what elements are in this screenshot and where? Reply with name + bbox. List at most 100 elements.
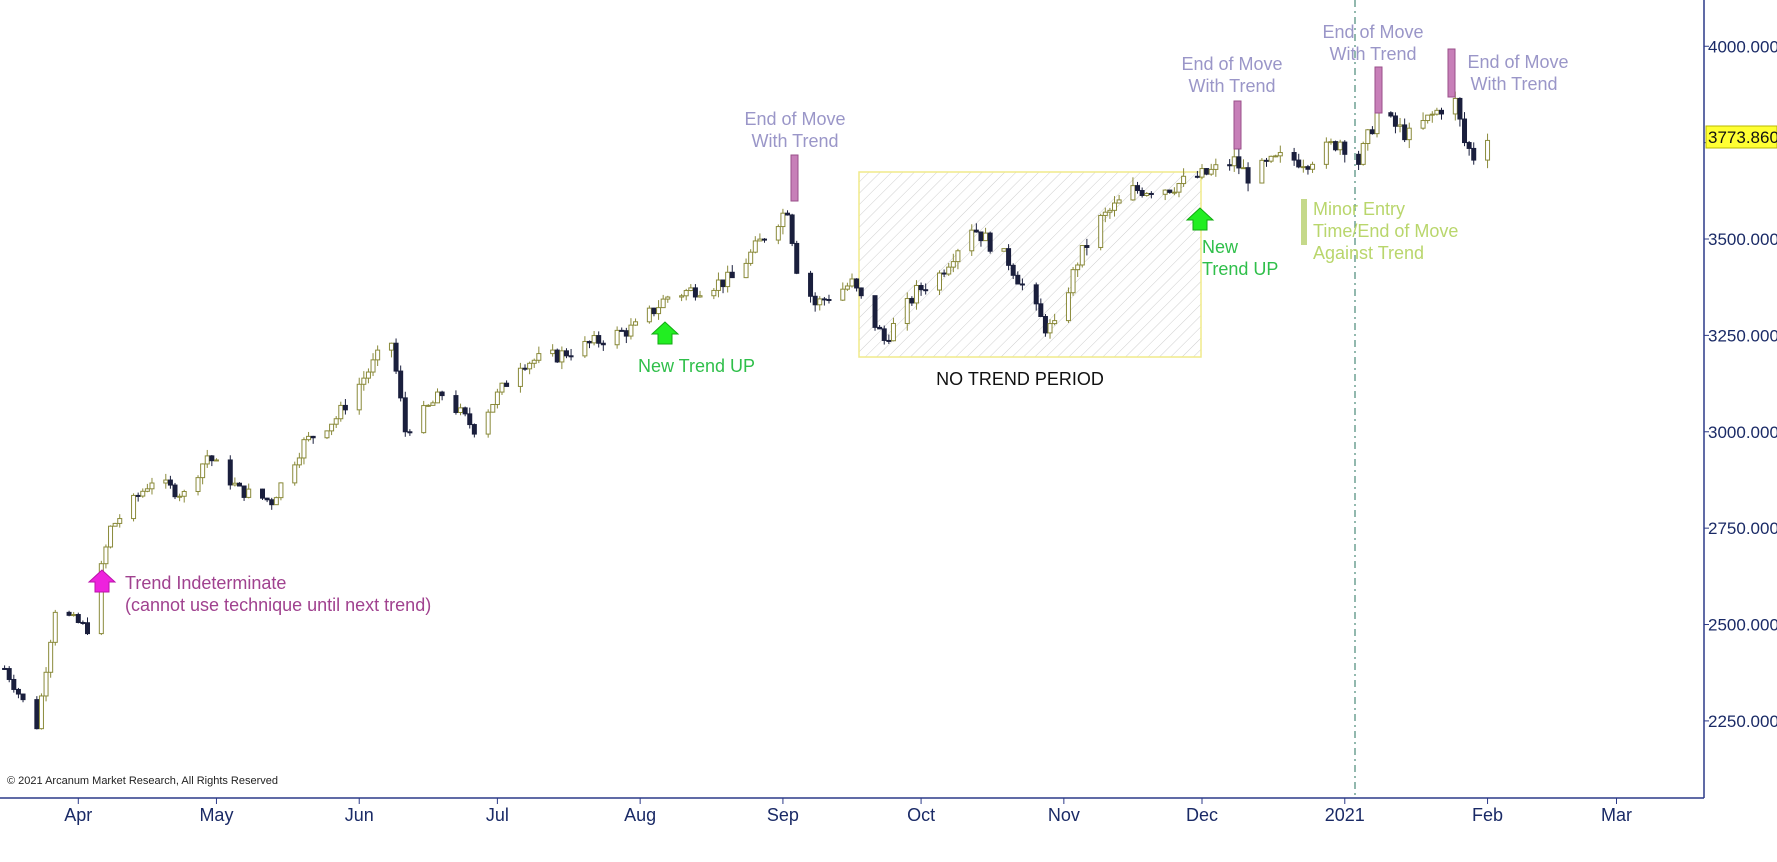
candle-up: [969, 229, 975, 252]
candle-up: [149, 482, 155, 490]
candle-down: [407, 431, 413, 434]
candle-down: [453, 395, 459, 413]
candle-down: [467, 413, 473, 426]
candle-down: [462, 407, 468, 415]
candle-down: [826, 299, 832, 302]
candle-up: [550, 349, 556, 355]
candle-up: [748, 251, 754, 264]
candle-up: [1208, 168, 1214, 175]
candle-up: [1116, 199, 1122, 204]
candle-up: [195, 477, 201, 492]
candle-down: [398, 370, 404, 399]
candle-up: [204, 455, 210, 465]
candle-up: [527, 362, 533, 370]
x-tick-label: Jun: [345, 805, 374, 825]
x-tick-label: 2021: [1325, 805, 1365, 825]
end-of-move-label-4b: With Trend: [1470, 74, 1557, 94]
candle-up: [200, 463, 206, 479]
candle-up: [743, 262, 749, 279]
y-tick-label: 2500.000: [1708, 616, 1777, 635]
candle-up: [660, 298, 666, 309]
x-tick-label: Jul: [486, 805, 509, 825]
no-trend-period-label: NO TREND PERIOD: [936, 369, 1104, 389]
candle-up: [306, 435, 312, 441]
trend-indeterminate-label-1: Trend Indeterminate: [125, 573, 286, 593]
candle-down: [393, 342, 399, 372]
candle-down: [75, 614, 81, 623]
candle-down: [1457, 97, 1463, 120]
candle-down: [34, 699, 40, 730]
candle-up: [1047, 323, 1053, 334]
candle-up: [273, 497, 279, 506]
candle-down: [1148, 192, 1154, 195]
candle-down: [1015, 274, 1021, 285]
candle-down: [886, 339, 892, 342]
candle-up: [98, 563, 104, 635]
candle-up: [780, 212, 786, 228]
candle-up: [559, 350, 565, 363]
candle-up: [246, 488, 252, 498]
candle-up: [946, 266, 952, 275]
candle-down: [586, 340, 592, 344]
candle-down: [1388, 112, 1394, 117]
candle-up: [365, 371, 371, 379]
candle-up: [937, 272, 943, 291]
candle-down: [1033, 284, 1039, 305]
candle-down: [909, 298, 915, 304]
candle-up: [1434, 109, 1440, 115]
candle-up: [844, 285, 850, 290]
candle-up: [582, 340, 588, 357]
candle-up: [1337, 141, 1343, 151]
copyright-text: © 2021 Arcanum Market Research, All Righ…: [7, 775, 278, 787]
x-tick-label: Dec: [1186, 805, 1218, 825]
candle-up: [301, 439, 307, 459]
candle-down: [563, 350, 569, 357]
candle-up: [1485, 139, 1491, 161]
candle-up: [1199, 168, 1205, 178]
candle-up: [338, 404, 344, 420]
candle-down: [1471, 147, 1477, 161]
candle-down: [858, 287, 864, 297]
candle-up: [1240, 167, 1246, 170]
candle-down: [651, 307, 657, 315]
candle-up: [1328, 141, 1334, 144]
candle-up: [1065, 292, 1071, 322]
candle-down: [66, 611, 72, 616]
y-tick-label: 3500.000: [1708, 230, 1777, 249]
minor-entry-label-1: Minor Entry: [1313, 199, 1405, 219]
candle-up: [817, 298, 823, 306]
candle-down: [1466, 142, 1472, 149]
candle-down: [20, 693, 26, 701]
candle-up: [955, 250, 961, 263]
candle-up: [531, 359, 537, 364]
candle-down: [1167, 189, 1173, 193]
candle-up: [329, 423, 335, 432]
candle-down: [504, 382, 510, 387]
candle-down: [1038, 303, 1044, 317]
no-trend-box: [858, 171, 1202, 358]
candle-down: [761, 238, 767, 241]
candle-up: [683, 290, 689, 297]
trend-indeterminate-label-2: (cannot use technique until next trend): [125, 595, 431, 615]
candle-down: [872, 295, 878, 328]
candle-up: [1107, 209, 1113, 213]
candle-up: [715, 279, 721, 291]
candle-down: [619, 329, 625, 332]
candle-up: [633, 321, 639, 326]
candle-down: [342, 404, 348, 411]
candle-up: [1079, 245, 1085, 266]
candle-down: [1291, 152, 1297, 161]
last-price-marker: 3773.860: [1705, 125, 1777, 149]
candle-down: [1135, 185, 1141, 192]
end-of-move-bar-4: [1447, 48, 1456, 98]
end-of-move-label-4a: End of Move: [1467, 52, 1568, 72]
candle-up: [1075, 264, 1081, 271]
candle-up: [232, 482, 238, 486]
candle-up: [375, 349, 381, 361]
candle-up: [688, 287, 694, 292]
candle-up: [1277, 152, 1283, 157]
candle-up: [356, 383, 362, 411]
candle-down: [1006, 248, 1012, 266]
candle-down: [973, 229, 979, 233]
